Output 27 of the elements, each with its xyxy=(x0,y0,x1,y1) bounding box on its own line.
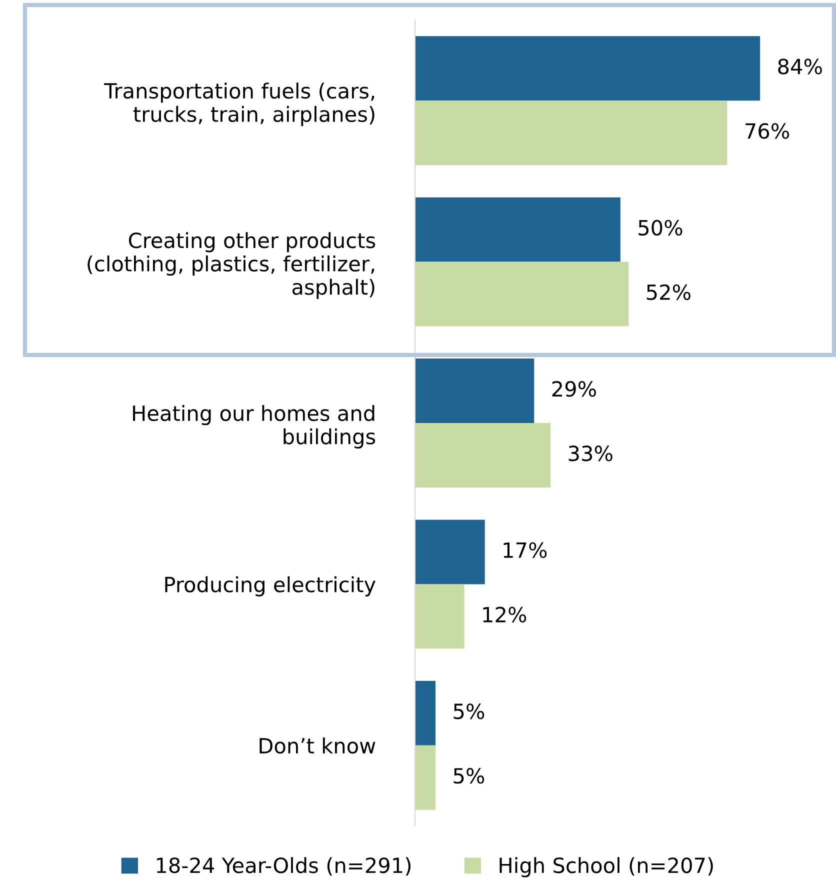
data-label: 5% xyxy=(454,703,484,720)
data-label: 52% xyxy=(646,284,690,300)
data-label: 50% xyxy=(638,220,682,236)
bar xyxy=(415,584,464,649)
data-label: 12% xyxy=(483,606,526,622)
bar xyxy=(415,197,620,262)
data-label: 5% xyxy=(454,768,484,784)
data-label: 29% xyxy=(552,381,596,397)
data-label: 84% xyxy=(778,58,822,74)
y-tick-label: Don’t know xyxy=(260,737,376,754)
y-tick-label: Transportation fuels (cars, trucks, train, airplanes) xyxy=(104,82,374,126)
data-label: 33% xyxy=(568,446,612,462)
bar xyxy=(415,745,436,810)
bar xyxy=(415,358,534,423)
bar xyxy=(415,520,485,584)
y-tick-label: Creating other products (clothing, plastics, fertilizer, asphalt) xyxy=(88,232,376,299)
legend-label: 18-24 Year-Olds (n=291) xyxy=(156,857,410,876)
y-tick-label: Producing electricity xyxy=(165,576,376,596)
bar xyxy=(415,680,436,746)
bar xyxy=(415,36,760,101)
bar xyxy=(415,100,728,166)
data-label: 76% xyxy=(746,123,790,139)
legend-label: High School (n=207) xyxy=(500,857,713,878)
data-label: 17% xyxy=(504,542,547,558)
y-tick-label: Heating our homes and buildings xyxy=(133,405,376,448)
bar xyxy=(415,262,629,326)
bar xyxy=(415,423,551,488)
